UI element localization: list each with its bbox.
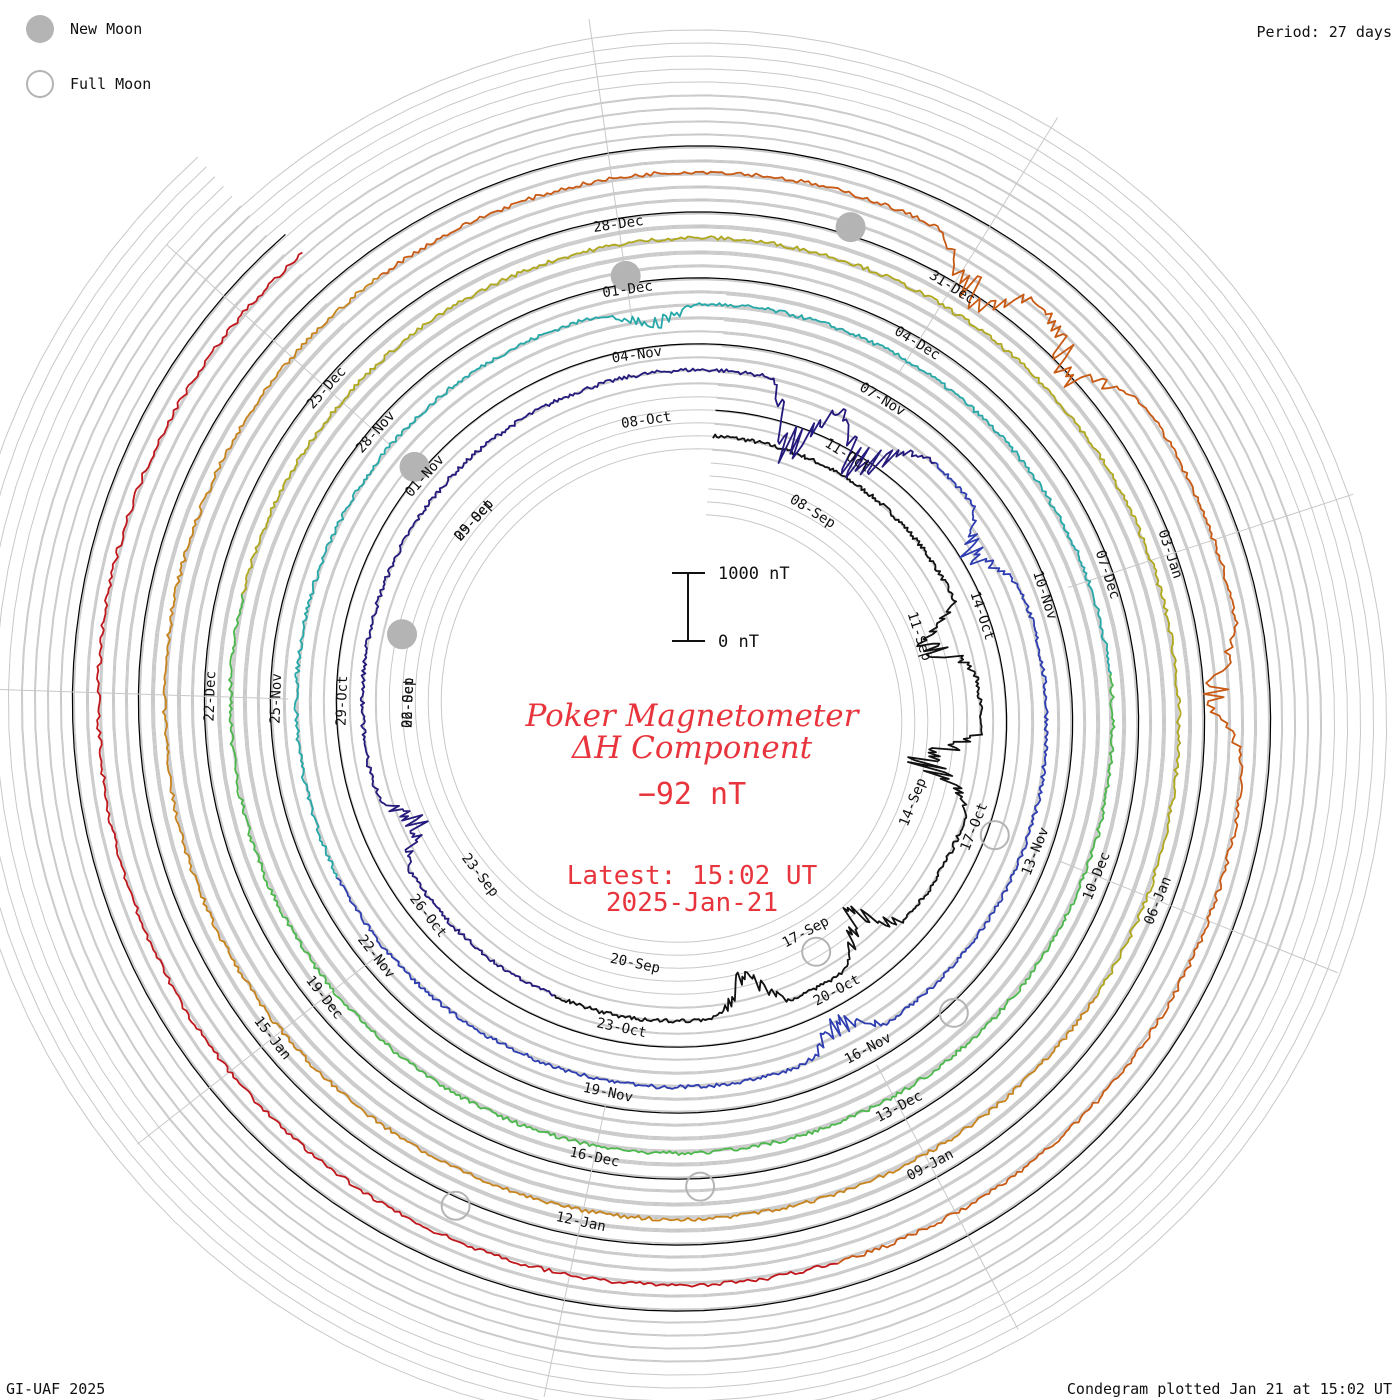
data-trace (379, 170, 1244, 1265)
date-label: 25-Nov (267, 673, 285, 724)
date-label: 20-Sep (609, 951, 662, 977)
data-trace (161, 274, 1098, 1222)
new-moon-icon (26, 15, 54, 43)
date-label: 28-Nov (353, 408, 399, 456)
legend-full-moon: Full Moon (26, 68, 151, 100)
date-label: 05-Oct (451, 496, 497, 544)
data-trace (293, 302, 1112, 878)
date-label: 13-Nov (1019, 825, 1053, 878)
date-label: 14-Sep (896, 776, 930, 829)
grid-spiral (7, 81, 1336, 1376)
scale-top-label: 1000 nT (718, 564, 790, 584)
date-label: 26-Sep (399, 677, 417, 728)
date-label: 08-Oct (620, 409, 672, 432)
grid-spiral (0, 42, 1375, 1400)
new-moon-marker (610, 260, 641, 291)
scale-bar: 1000 nT 0 nT (672, 564, 790, 652)
legend-new-moon: New Moon (26, 13, 142, 45)
radial-spoke (1059, 860, 1338, 974)
moon-layer (387, 212, 1010, 1221)
date-label: 23-Sep (458, 850, 502, 900)
grid-spiral (111, 185, 1232, 1272)
grid-spiral (163, 237, 1180, 1220)
full-moon-marker (685, 1171, 716, 1202)
latest-time: Latest: 15:02 UT (567, 861, 818, 891)
full-moon-marker (440, 1190, 471, 1221)
chart-subtitle: ΔH Component (571, 730, 813, 766)
baseline-spiral (71, 145, 1272, 1312)
full-moon-marker (801, 936, 832, 967)
data-trace (359, 367, 936, 997)
date-label: 01-Dec (601, 278, 653, 301)
grid-spiral (72, 146, 1271, 1311)
date-label: 17-Sep (780, 913, 832, 951)
period-label: Period: 27 days (1256, 23, 1392, 41)
grid-spiral (33, 107, 1310, 1350)
radial-spoke (166, 244, 391, 446)
new-moon-marker (399, 451, 430, 482)
date-label: 22-Dec (202, 671, 220, 722)
chart-title: Poker Magnetometer (525, 698, 861, 734)
date-label: 02-Oct (399, 677, 417, 728)
grid-spiral (0, 68, 1349, 1389)
radial-spoke (1067, 493, 1354, 588)
full-moon-marker (938, 997, 969, 1028)
grid-spiral (85, 159, 1258, 1298)
date-label: 10-Dec (1080, 850, 1114, 903)
grid-spiral (59, 133, 1284, 1324)
date-label: 08-Sep (787, 492, 838, 532)
full-moon-marker (979, 820, 1010, 851)
grid-spiral (150, 224, 1193, 1233)
full-moon-label: Full Moon (70, 75, 152, 93)
data-trace (553, 433, 984, 1024)
data-trace (240, 235, 1182, 997)
new-moon-marker (835, 212, 866, 243)
grid-spiral (0, 55, 1362, 1400)
radial-spoke (898, 117, 1059, 373)
date-label: 29-Oct (333, 675, 351, 726)
grid-layer (0, 18, 1388, 1400)
date-label: 14-Oct (966, 589, 997, 642)
grid-spiral (0, 29, 1388, 1400)
current-value: −92 nT (638, 777, 746, 812)
radial-spoke (543, 1103, 607, 1398)
new-moon-marker (387, 619, 418, 650)
grid-spiral (20, 94, 1323, 1363)
full-moon-icon (26, 70, 54, 98)
scale-bottom-label: 0 nT (718, 632, 759, 652)
grid-spiral (46, 120, 1297, 1337)
grid-spiral (176, 250, 1167, 1207)
new-moon-label: New Moon (70, 20, 143, 38)
data-trace (96, 251, 838, 1288)
date-label: 28-Dec (592, 213, 644, 236)
date-label: 04-Nov (611, 344, 663, 367)
data-trace (335, 461, 1049, 1090)
radial-spoke (876, 1064, 1019, 1330)
radial-spoke (0, 689, 289, 700)
credit-label: GI-UAF 2025 (6, 1380, 106, 1398)
footer-label: Condegram plotted Jan 21 at 15:02 UT (1066, 1380, 1392, 1398)
data-layer (96, 170, 1244, 1288)
grid-spiral (124, 198, 1219, 1259)
latest-date: 2025-Jan-21 (606, 888, 778, 918)
data-trace (228, 593, 1116, 1156)
